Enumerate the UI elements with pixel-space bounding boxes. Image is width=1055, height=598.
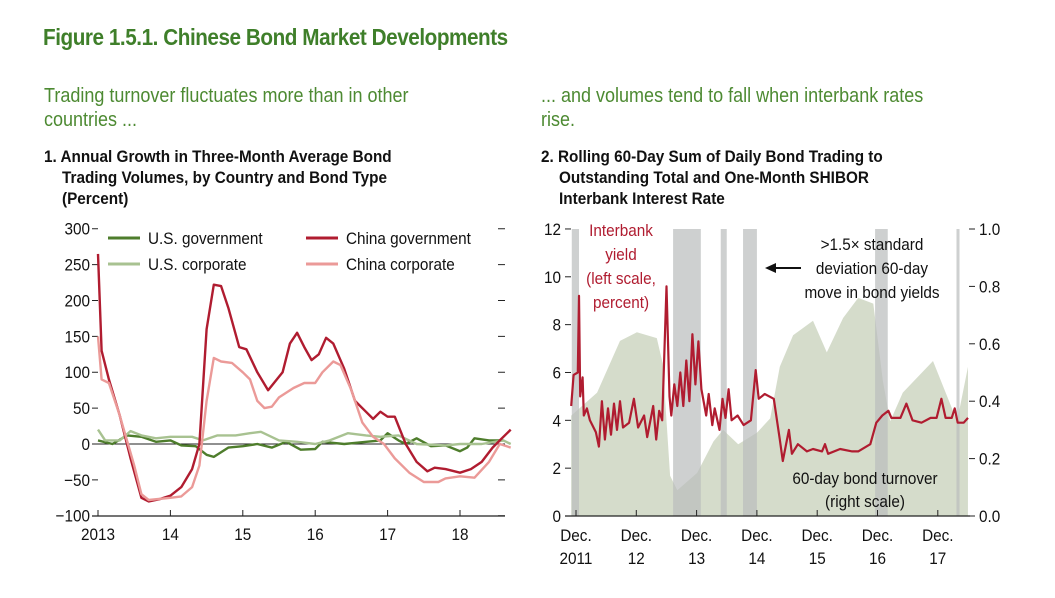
yield-annotation: percent) <box>593 293 649 312</box>
panel-title-line: Interbank Interest Rate <box>559 189 725 208</box>
std-dev-band <box>571 229 580 516</box>
y-tick-label: 50 <box>73 399 90 418</box>
interbank-yield-line <box>570 285 969 463</box>
right-subtitle-line: ... and volumes tend to fall when interb… <box>541 85 924 107</box>
y-tick-label: 200 <box>64 292 90 311</box>
left-panel-title: 1. Annual Growth in Three-Month Average … <box>44 146 392 209</box>
x-tick-label: 2013 <box>81 525 115 544</box>
left-subtitle-line: Trading turnover fluctuates more than in… <box>44 85 409 107</box>
std-dev-band <box>956 229 960 516</box>
y-tick-label-left: 10 <box>544 268 561 287</box>
std-dev-band <box>720 229 727 516</box>
turnover-area <box>571 297 968 516</box>
right-subtitle-line: rise. <box>541 109 576 131</box>
y-tick-label: −100 <box>56 507 90 526</box>
legend-label: U.S. corporate <box>148 255 247 274</box>
y-tick-label-left: 4 <box>552 412 561 431</box>
series-line-u-s-corporate <box>97 428 512 447</box>
x-tick-label: Dec. <box>621 526 652 545</box>
x-tick-label-year: 12 <box>628 549 645 568</box>
y-tick-label: 100 <box>64 364 90 383</box>
x-tick-label: Dec. <box>741 526 772 545</box>
panel-title-line: 2. Rolling 60-Day Sum of Daily Bond Trad… <box>541 147 883 166</box>
left-subtitle: Trading turnover fluctuates more than in… <box>44 84 409 132</box>
x-tick-label-year: 15 <box>809 549 826 568</box>
x-tick-label: Dec. <box>922 526 953 545</box>
x-tick-label: 15 <box>234 525 251 544</box>
x-tick-label: 14 <box>162 525 179 544</box>
y-tick-label-right: 0.2 <box>979 450 1000 469</box>
turnover-annotation: 60-day bond turnover <box>792 469 938 488</box>
panel-title-line: (Percent) <box>62 189 129 208</box>
x-tick-label-year: 14 <box>748 549 765 568</box>
x-tick-label: 17 <box>379 525 396 544</box>
legend-label: U.S. government <box>148 229 263 248</box>
series-line-china-government <box>96 253 512 503</box>
panel-title-line: Trading Volumes, by Country and Bond Typ… <box>62 168 388 187</box>
left-subtitle-line: countries ... <box>44 109 138 131</box>
x-tick-label-year: 2011 <box>560 549 593 568</box>
y-tick-label-left: 6 <box>552 364 561 383</box>
y-tick-label: 250 <box>64 256 90 275</box>
y-tick-label: 150 <box>64 328 90 347</box>
y-tick-label: 300 <box>64 220 90 239</box>
arrow-left-icon <box>765 263 776 273</box>
std-dev-band <box>743 229 757 516</box>
turnover-annotation: (right scale) <box>825 492 905 511</box>
y-tick-label-right: 0.6 <box>979 335 1000 354</box>
x-tick-label: 16 <box>307 525 324 544</box>
x-tick-label: 18 <box>451 525 468 544</box>
x-tick-label: Dec. <box>560 526 591 545</box>
legend-label: China corporate <box>346 255 455 274</box>
figure-title: Figure 1.5.1. Chinese Bond Market Develo… <box>43 24 508 50</box>
x-tick-label: Dec. <box>681 526 712 545</box>
y-tick-label-left: 0 <box>552 507 561 526</box>
right-subtitle: ... and volumes tend to fall when interb… <box>541 84 923 132</box>
y-tick-label-left: 12 <box>544 220 561 239</box>
panel-title-line: Outstanding Total and One-Month SHIBOR <box>559 168 869 187</box>
band-annotation: move in bond yields <box>804 283 939 302</box>
y-tick-label-left: 2 <box>552 459 561 478</box>
y-tick-label-right: 1.0 <box>979 220 1000 239</box>
yield-annotation: Interbank <box>589 221 654 240</box>
x-tick-label: Dec. <box>801 526 832 545</box>
y-tick-label-right: 0.8 <box>979 278 1000 297</box>
yield-annotation: (left scale, <box>586 269 656 288</box>
series-line-china-corporate <box>96 336 512 502</box>
right-panel-title: 2. Rolling 60-Day Sum of Daily Bond Trad… <box>541 146 883 209</box>
band-annotation: >1.5× standard <box>821 235 924 254</box>
x-tick-label-year: 16 <box>869 549 886 568</box>
x-tick-label-year: 17 <box>929 549 946 568</box>
y-tick-label-left: 8 <box>552 316 561 335</box>
yield-annotation: yield <box>605 245 636 264</box>
x-tick-label-year: 13 <box>688 549 705 568</box>
legend-label: China government <box>346 229 471 248</box>
y-tick-label: −50 <box>64 471 90 490</box>
y-tick-label: 0 <box>81 435 90 454</box>
y-tick-label-right: 0.4 <box>979 392 1000 411</box>
band-annotation: deviation 60-day <box>816 259 929 278</box>
x-tick-label: Dec. <box>862 526 893 545</box>
panel-title-line: 1. Annual Growth in Three-Month Average … <box>44 147 392 166</box>
y-tick-label-right: 0.0 <box>979 507 1000 526</box>
std-dev-band <box>875 229 888 516</box>
